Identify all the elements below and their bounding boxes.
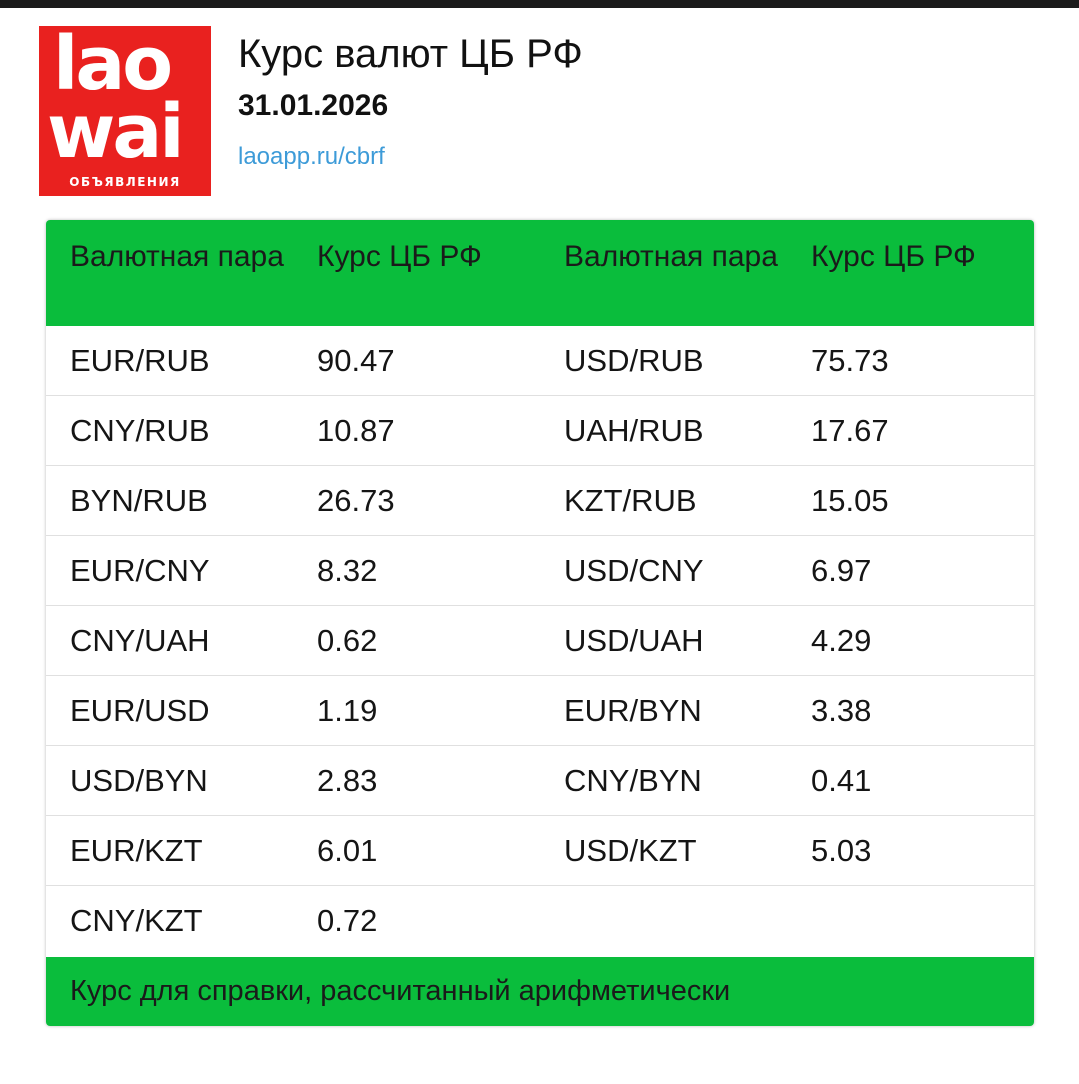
table-row: CNY/UAH 0.62 USD/UAH 4.29 [46, 606, 1034, 676]
cell-pair-left: BYN/RUB [70, 482, 208, 518]
table-row: EUR/RUB 90.47 USD/RUB 75.73 [46, 326, 1034, 396]
cell-rate-left: 10.87 [317, 412, 395, 448]
table-body: EUR/RUB 90.47 USD/RUB 75.73 CNY/RUB 10.87 UAH/… [46, 326, 1034, 955]
page-title: Курс валют ЦБ РФ [238, 32, 583, 76]
cell-pair-right: UAH/RUB [564, 412, 704, 448]
cell-rate-right: 15.05 [811, 482, 889, 518]
cell-pair-left: EUR/RUB [70, 342, 210, 378]
table-row: BYN/RUB 26.73 KZT/RUB 15.05 [46, 466, 1034, 536]
cell-rate-left: 1.19 [317, 692, 378, 728]
source-link[interactable]: laoapp.ru/cbrf [238, 143, 385, 170]
table-row: EUR/USD 1.19 EUR/BYN 3.38 [46, 676, 1034, 746]
cell-pair-left: EUR/USD [70, 692, 210, 728]
cell-pair-left: CNY/UAH [70, 622, 210, 658]
cell-rate-left: 8.32 [317, 552, 378, 588]
header-pair-right: Валютная пара [564, 240, 778, 273]
cell-rate-right: 17.67 [811, 412, 889, 448]
cell-rate-left: 0.62 [317, 622, 378, 658]
cell-rate-right: 6.97 [811, 552, 872, 588]
cell-pair-right: EUR/BYN [564, 692, 702, 728]
cell-rate-left: 2.83 [317, 762, 378, 798]
cell-rate-left: 0.72 [317, 902, 378, 938]
header-pair-left: Валютная пара [70, 240, 284, 273]
cell-pair-right: USD/KZT [564, 832, 697, 868]
top-status-bar [0, 0, 1079, 8]
cell-pair-left: CNY/RUB [70, 412, 210, 448]
cell-rate-right: 5.03 [811, 832, 872, 868]
table-footer-note: Курс для справки, рассчитанный арифметич… [46, 957, 1034, 1026]
currency-rates-table: Валютная пара Курс ЦБ РФ Валютная пара К… [46, 220, 1034, 1026]
cell-pair-right: USD/CNY [564, 552, 704, 588]
logo-text-wai: wai [47, 89, 185, 175]
cell-rate-right: 4.29 [811, 622, 872, 658]
cell-rate-left: 90.47 [317, 342, 395, 378]
logo-text-lao: lao [53, 26, 173, 107]
cell-rate-right: 0.41 [811, 762, 872, 798]
cell-pair-left: EUR/CNY [70, 552, 210, 588]
logo-text-subtitle: ОБЪЯВЛЕНИЯ [69, 175, 181, 189]
table-row: EUR/KZT 6.01 USD/KZT 5.03 [46, 816, 1034, 886]
cell-pair-right: KZT/RUB [564, 482, 697, 518]
header-rate-left: Курс ЦБ РФ [317, 240, 482, 273]
table-row: USD/BYN 2.83 CNY/BYN 0.41 [46, 746, 1034, 816]
table-row: CNY/RUB 10.87 UAH/RUB 17.67 [46, 396, 1034, 466]
cell-rate-right: 3.38 [811, 692, 872, 728]
table-row: CNY/KZT 0.72 [46, 886, 1034, 955]
header-rate-right: Курс ЦБ РФ [811, 240, 976, 273]
cell-pair-left: CNY/KZT [70, 902, 203, 938]
cell-rate-left: 6.01 [317, 832, 378, 868]
laowai-logo: lao wai ОБЪЯВЛЕНИЯ [39, 26, 211, 196]
cell-rate-left: 26.73 [317, 482, 395, 518]
cell-pair-right: USD/UAH [564, 622, 704, 658]
table-header: Валютная пара Курс ЦБ РФ Валютная пара К… [46, 220, 1034, 326]
cell-pair-left: USD/BYN [70, 762, 208, 798]
cell-pair-right: CNY/BYN [564, 762, 702, 798]
table-row: EUR/CNY 8.32 USD/CNY 6.97 [46, 536, 1034, 606]
cell-pair-left: EUR/KZT [70, 832, 203, 868]
cell-rate-right: 75.73 [811, 342, 889, 378]
rate-date: 31.01.2026 [238, 89, 389, 122]
cell-pair-right: USD/RUB [564, 342, 704, 378]
